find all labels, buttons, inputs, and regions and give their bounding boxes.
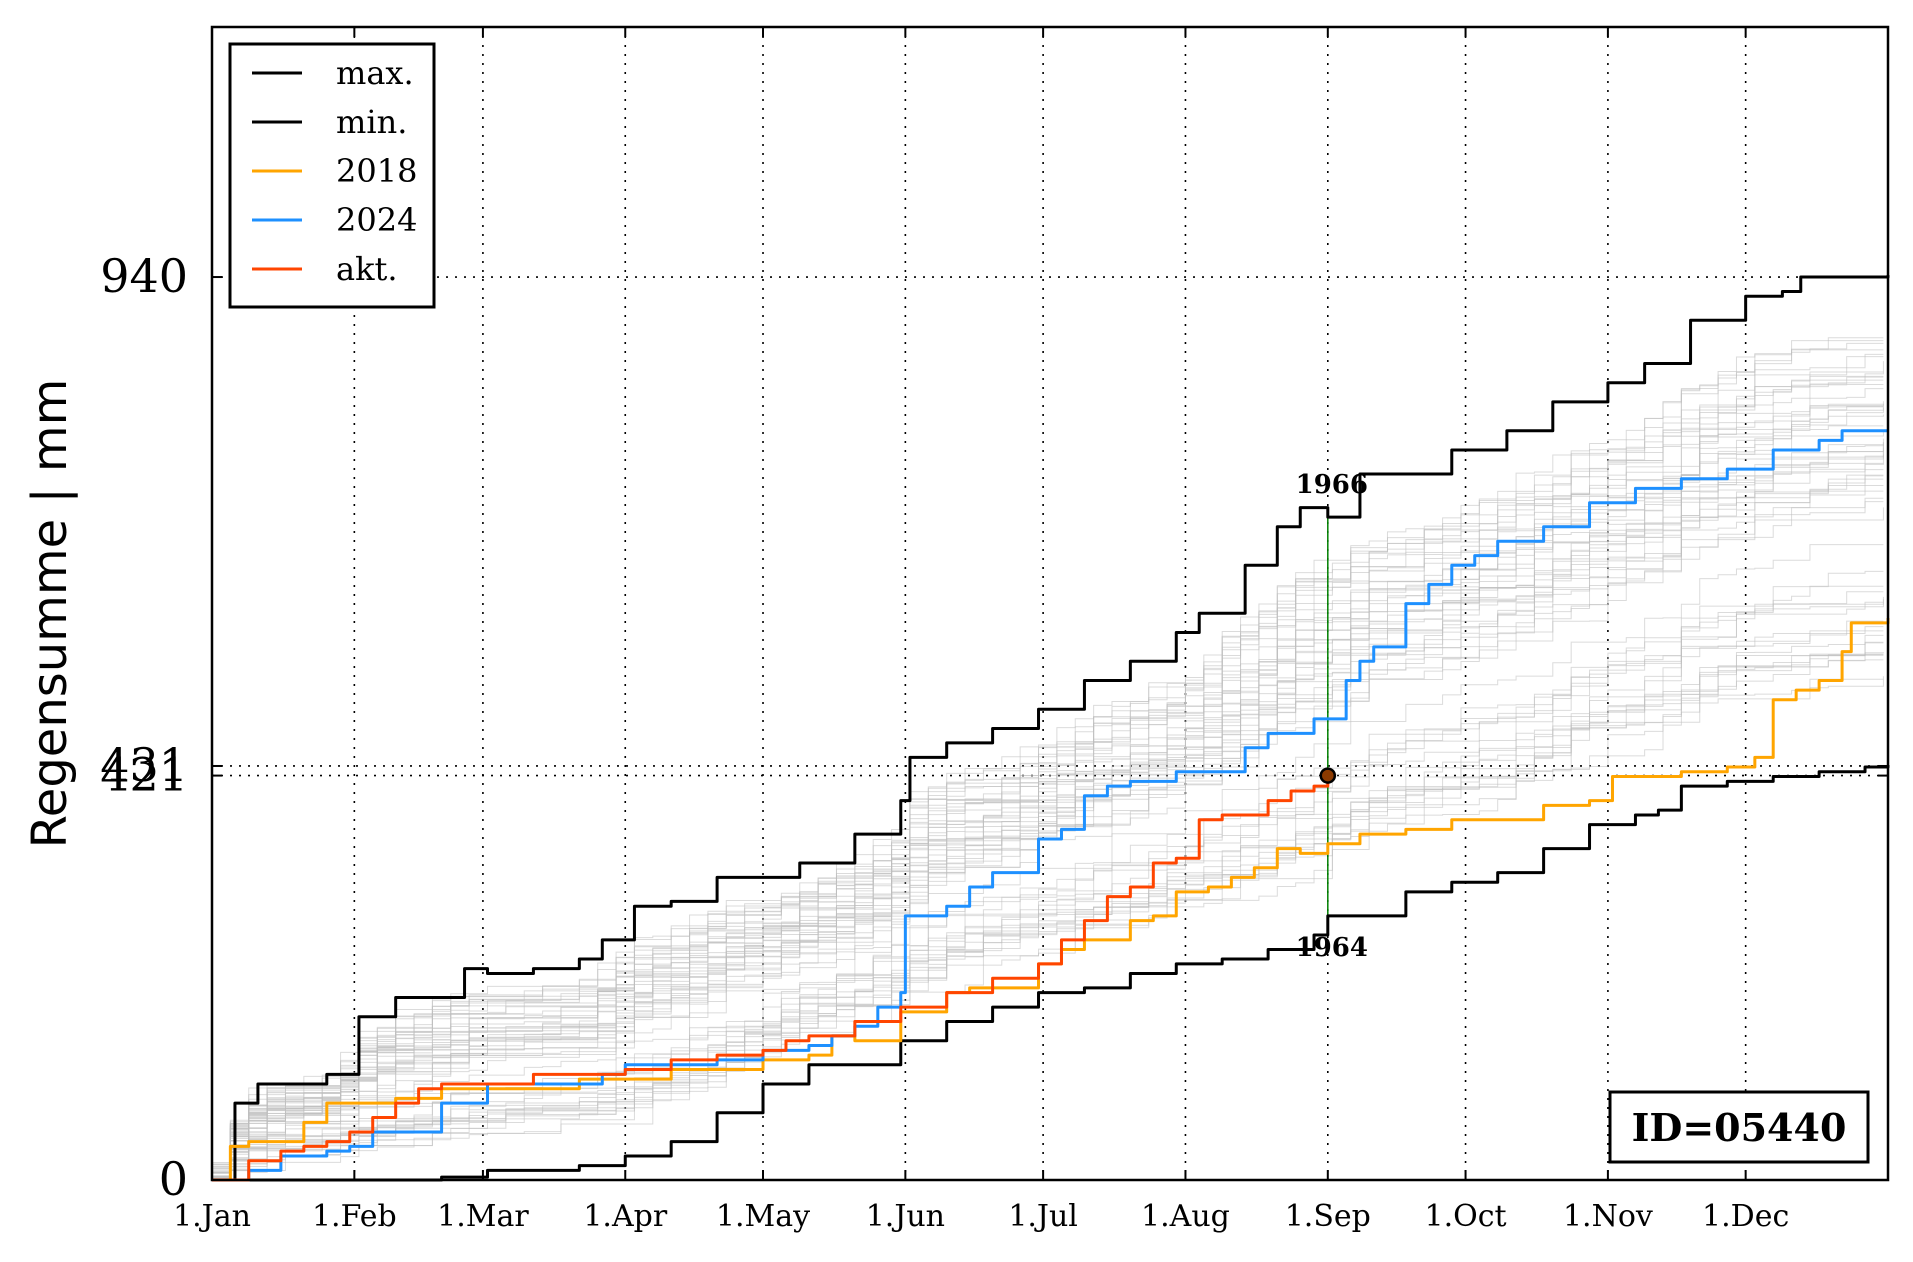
y-tick-label: 421 (100, 748, 188, 802)
legend: max. min. 2018 2024 akt. (228, 42, 436, 309)
legend-label: min. (336, 103, 407, 141)
history-line (212, 474, 1884, 1181)
history-line (212, 361, 1884, 1181)
history-line (212, 379, 1884, 1181)
history-line (212, 376, 1884, 1178)
history-line (212, 653, 1884, 1179)
x-tick-label: 1.Oct (1425, 1199, 1507, 1234)
history-line (212, 475, 1884, 1181)
x-tick-label: 1.May (716, 1199, 810, 1234)
id-box-frame (1608, 1090, 1870, 1164)
series-line (212, 429, 1888, 1182)
history-line (212, 425, 1884, 1173)
series-line (212, 618, 1890, 1182)
y-tick-label: 431 (100, 738, 188, 792)
history-line (212, 356, 1884, 1174)
grid (212, 27, 1888, 1180)
history-line (212, 507, 1884, 1164)
history-line (212, 337, 1884, 1177)
history-line (212, 340, 1884, 1180)
history-line (212, 384, 1884, 1178)
x-tick-label: 1.Jun (866, 1199, 945, 1234)
x-tick-label: 1.Sep (1285, 1199, 1371, 1234)
history-line (212, 454, 1884, 1181)
y-tick-label: 940 (100, 249, 188, 303)
history-line (212, 444, 1884, 1178)
y-tick-label: 0 (159, 1152, 188, 1206)
legend-frame (228, 42, 436, 309)
history-line (212, 601, 1884, 1181)
current-point-marker (1319, 767, 1337, 784)
legend-label: 2024 (336, 201, 417, 239)
history-line (212, 447, 1884, 1181)
history-line (212, 630, 1884, 1181)
x-tick-label: 1.Jul (1008, 1199, 1078, 1234)
historical-lines (212, 337, 1884, 1181)
history-line (212, 490, 1884, 1181)
x-tick-label: 1.Nov (1563, 1199, 1653, 1234)
annotations: 1966 1964 (1296, 470, 1368, 963)
series-line (212, 765, 1890, 1182)
id-label: ID=05440 (1632, 1105, 1847, 1150)
history-line (212, 591, 1884, 1181)
legend-label: max. (336, 54, 414, 92)
y-axis-label: Regensumme | mm (22, 379, 78, 849)
history-line (212, 497, 1884, 1181)
history-line (212, 469, 1884, 1181)
history-line (212, 406, 1884, 1168)
x-tick-label: 1.Jan (173, 1199, 251, 1234)
history-line (212, 501, 1884, 1181)
annotation-max-year: 1966 (1296, 470, 1368, 500)
history-line (212, 599, 1884, 1181)
x-tick-label: 1.Aug (1141, 1199, 1230, 1234)
x-tick-label: 1.Mar (437, 1199, 529, 1234)
history-line (212, 438, 1884, 1166)
series-line (212, 776, 1330, 1182)
history-line (212, 388, 1884, 1177)
history-line (212, 654, 1884, 1181)
x-tick-label: 1.Apr (583, 1199, 667, 1234)
series-line (212, 275, 1890, 1182)
legend-label: 2018 (336, 152, 417, 190)
history-line (212, 478, 1884, 1181)
history-line (212, 455, 1884, 1174)
x-tick-label: 1.Feb (312, 1199, 397, 1234)
id-box: ID=05440 (1608, 1090, 1870, 1164)
x-tick-label: 1.Dec (1702, 1199, 1789, 1234)
history-line (212, 342, 1884, 1181)
history-line (212, 349, 1884, 1169)
series-lines (212, 275, 1890, 1182)
history-line (212, 626, 1884, 1168)
legend-label: akt. (336, 250, 398, 288)
plot-frame (210, 25, 1890, 1182)
axis-ticks: 1.Jan 1.Feb 1.Mar 1.Apr 1.May 1.Jun 1.Jul 1.Aug… (100, 27, 1888, 1234)
annotation-min-year: 1964 (1296, 933, 1368, 963)
